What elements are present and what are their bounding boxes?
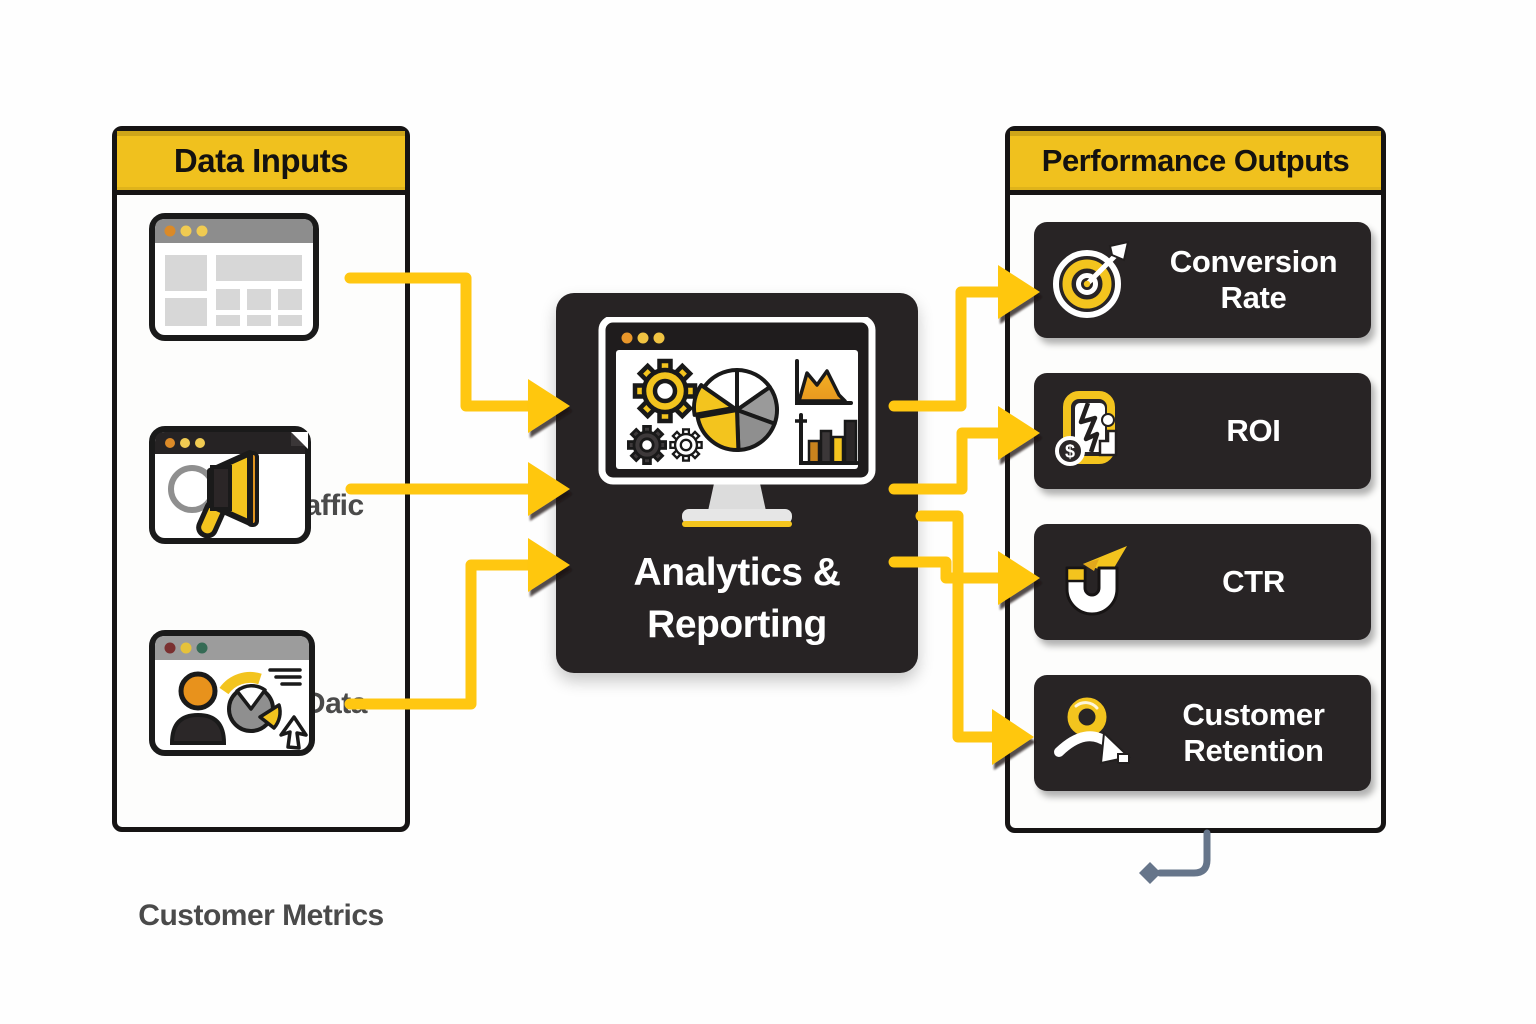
data-inputs-title: Data Inputs (173, 141, 349, 179)
data-inputs-panel: Data Inputs (112, 126, 410, 932)
output-customer-retention: Customer Retention (1034, 675, 1371, 791)
browser-window-icon (148, 212, 320, 347)
input-label-customer-metrics: Customer Metrics (138, 899, 384, 932)
dashboard-monitor-icon (587, 315, 887, 537)
analytics-reporting-node: Analytics & Reporting (556, 293, 918, 673)
performance-outputs-title: Performance Outputs (1041, 142, 1350, 178)
analytics-title-line2: Reporting (647, 603, 827, 647)
customer-loop-arrow-icon (1034, 691, 1150, 775)
gray-connector-line (1156, 829, 1211, 877)
megaphone-browser-icon (148, 425, 316, 554)
magnet-click-icon (1034, 540, 1150, 624)
output-label-conversion-rate: Conversion Rate (1169, 244, 1338, 315)
customer-analytics-icon (148, 629, 316, 762)
analytics-title-line1: Analytics & (633, 551, 841, 594)
arrow-analytics-to-customer-retention (915, 510, 1004, 743)
dollar-symbol: $ (1065, 442, 1075, 462)
output-label-roi: ROI (1226, 413, 1281, 449)
output-roi: $ ROI (1034, 373, 1371, 489)
target-arrow-icon (1034, 238, 1150, 322)
performance-outputs-header: Performance Outputs (1010, 131, 1381, 195)
output-conversion-rate: Conversion Rate (1034, 222, 1371, 338)
performance-outputs-panel: Performance Outputs Conversion Rate (1005, 126, 1386, 833)
output-label-ctr: CTR (1222, 564, 1285, 600)
analytics-reporting-title: Analytics & Reporting (556, 547, 918, 652)
gray-connector-diamond (1139, 862, 1161, 884)
output-label-customer-retention: Customer Retention (1182, 697, 1325, 768)
data-inputs-header: Data Inputs (117, 131, 405, 195)
output-ctr: CTR (1034, 524, 1371, 640)
roi-dollar-icon: $ (1034, 389, 1150, 473)
